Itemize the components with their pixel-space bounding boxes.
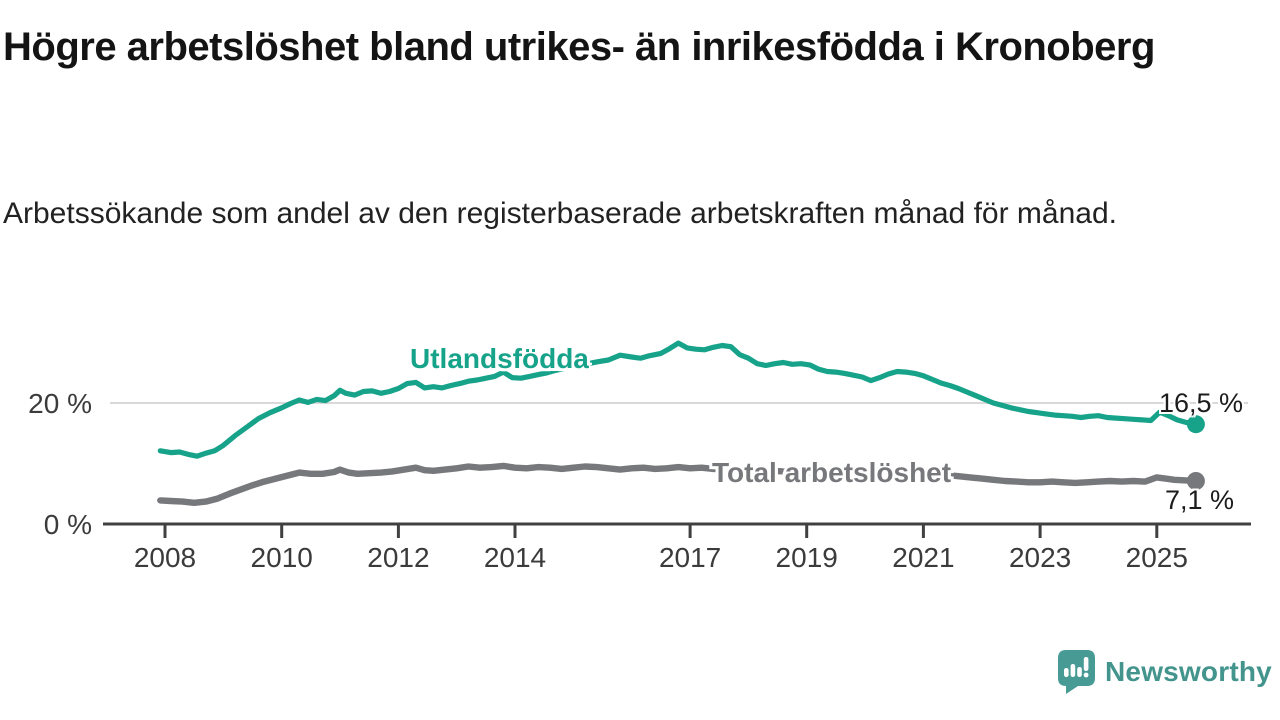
x-tick-label-2017: 2017 — [659, 542, 721, 573]
series-end-dot-1 — [1186, 472, 1205, 490]
series-lines — [157, 340, 1205, 506]
series-line-0 — [157, 340, 1199, 459]
axis-tick-labels: 2008 2010 2012 2014 2017 2019 2021 2023 2025 0 % 2… — [28, 388, 1188, 573]
page-title: Högre arbetslöshet bland utrikes- än inr… — [3, 25, 1155, 69]
x-tick-label-2010: 2010 — [251, 542, 313, 573]
series-label-total-arbetsloshet: Total arbetslöshet — [712, 457, 952, 488]
x-tick-label-2014: 2014 — [484, 542, 546, 573]
newsworthy-branding: Newsworthy — [1056, 649, 1272, 695]
chart-subtitle: Arbetssökande som andel av den registerb… — [3, 197, 1117, 230]
x-tick-label-2025: 2025 — [1126, 542, 1188, 573]
x-tick-label-2023: 2023 — [1009, 542, 1071, 573]
series-label-utlandsfodda: Utlandsfödda — [410, 343, 589, 374]
x-tick-label-2019: 2019 — [776, 542, 838, 573]
series-line-1 — [157, 462, 1200, 506]
end-value-label-utlandsfodda: 16,5 % — [1159, 388, 1244, 418]
newsworthy-logo-icon — [1058, 650, 1095, 694]
newsworthy-logo-text: Newsworthy — [1105, 656, 1272, 687]
x-tick-label-2021: 2021 — [892, 542, 954, 573]
x-tick-label-2012: 2012 — [367, 542, 429, 573]
x-axis — [103, 522, 1251, 538]
series-end-dot-0 — [1186, 415, 1205, 434]
x-tick-label-2008: 2008 — [134, 542, 196, 573]
end-value-label-total-arbetsloshet: 7,1 % — [1165, 485, 1235, 515]
y-tick-label-20: 20 % — [28, 388, 92, 419]
y-tick-label-0: 0 % — [44, 509, 92, 540]
